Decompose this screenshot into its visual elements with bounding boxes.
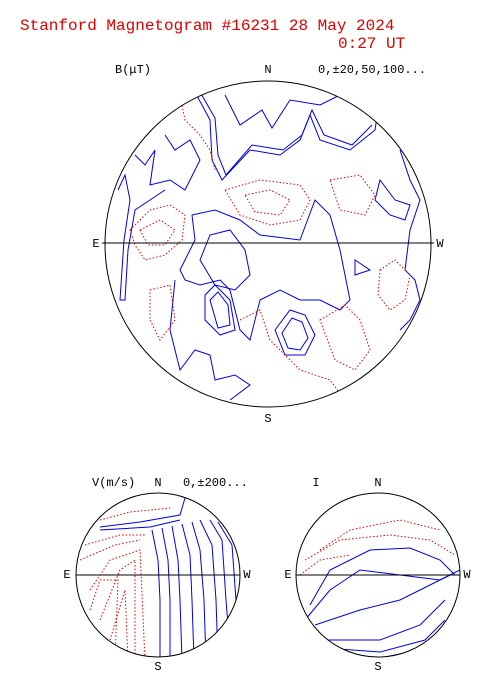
west-label: W (243, 568, 251, 582)
solar-disk (104, 80, 432, 408)
time: 0:27 UT (338, 35, 405, 53)
east-label: E (284, 568, 291, 582)
title: Stanford Magnetogram #16231 28 May 2024 (20, 17, 394, 35)
quantity-label: V(m/s) (92, 476, 135, 490)
levels-label: 0,±20,50,100... (318, 63, 426, 77)
east-label: E (63, 568, 70, 582)
south-label: S (374, 660, 381, 674)
levels-label: 0,±200... (183, 476, 248, 490)
south-label: S (264, 412, 271, 426)
east-label: E (92, 237, 99, 251)
north-label: N (154, 476, 161, 490)
south-label: S (154, 660, 161, 674)
intensity-panel: I N E W S (284, 476, 471, 674)
quantity-label: B(μT) (115, 63, 151, 77)
field-panel: B(μT) N 0,±20,50,100... E W S (92, 63, 444, 426)
west-label: W (436, 237, 444, 251)
velocity-panel: V(m/s) N 0,±200... E W S (63, 476, 251, 674)
north-label: N (374, 476, 381, 490)
quantity-label: I (312, 476, 319, 490)
north-label: N (264, 63, 271, 77)
contours (117, 91, 426, 401)
west-label: W (463, 568, 471, 582)
